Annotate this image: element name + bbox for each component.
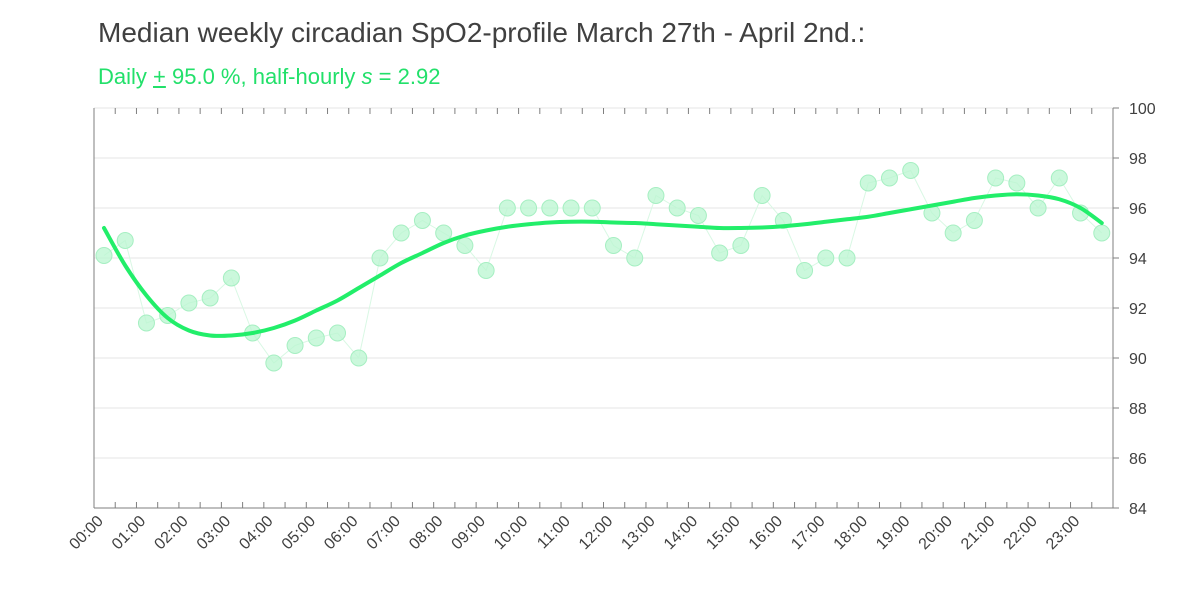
x-tick-label: 09:00 (449, 513, 489, 553)
x-tick-label: 21:00 (958, 513, 998, 553)
scatter-point (562, 199, 580, 217)
scatter-point (838, 249, 856, 267)
x-tick-label: 00:00 (66, 513, 106, 553)
axes (93, 107, 1119, 509)
trend-line (102, 192, 1104, 338)
y-tick-label: 92 (1129, 301, 1147, 318)
scatter-point (647, 187, 665, 204)
x-tick-label: 02:00 (151, 513, 191, 553)
subtitle-suffix: = 2.92 (372, 64, 441, 89)
scatter-point (95, 247, 113, 264)
scatter-point (392, 224, 410, 242)
scatter-point (456, 237, 474, 254)
scatter-point (435, 224, 453, 242)
scatter-point (201, 289, 219, 307)
x-tick-label: 10:00 (491, 513, 531, 553)
x-tick-label: 22:00 (1001, 513, 1041, 553)
x-tick-label: 13:00 (618, 513, 658, 553)
scatter-point (371, 249, 389, 267)
scatter-point (987, 169, 1005, 187)
scatter-point (859, 174, 877, 192)
x-tick-label: 03:00 (194, 513, 234, 553)
scatter-point (329, 324, 347, 342)
scatter-point (605, 237, 622, 254)
y-tick-label: 90 (1129, 351, 1147, 368)
scatter-point (1029, 199, 1047, 217)
x-tick-label: 23:00 (1043, 513, 1083, 553)
scatter-point (265, 354, 283, 372)
scatter-point (1008, 174, 1026, 192)
scatter-series (95, 162, 1111, 372)
y-tick-label: 98 (1129, 151, 1147, 168)
y-tick-label: 100 (1129, 101, 1156, 118)
x-tick-label: 20:00 (916, 513, 956, 553)
y-tick-label: 94 (1129, 251, 1147, 268)
y-tick-label: 88 (1129, 401, 1147, 418)
scatter-point (753, 187, 771, 204)
x-tick-label: 04:00 (236, 513, 276, 553)
trend-series (102, 192, 1104, 338)
x-tick-label: 14:00 (661, 513, 701, 553)
scatter-point (477, 262, 495, 279)
chart-title: Median weekly circadian SpO2-profile Mar… (98, 17, 866, 48)
scatter-point (307, 329, 325, 347)
subtitle-plus-minus: + (153, 64, 166, 89)
scatter-point (413, 212, 431, 229)
subtitle-prefix: Daily (98, 64, 154, 89)
x-tick-label: 01:00 (109, 513, 149, 553)
scatter-point (689, 207, 707, 224)
scatter-point (880, 169, 898, 187)
y-tick-label: 96 (1129, 201, 1147, 218)
subtitle-middle: 95.0 %, half-hourly (165, 64, 362, 89)
scatter-point (817, 249, 835, 267)
scatter-point (944, 224, 962, 242)
scatter-point (1050, 169, 1068, 187)
x-tick-label: 11:00 (534, 513, 574, 553)
scatter-point (286, 337, 304, 354)
scatter-point (732, 237, 750, 254)
x-tick-label: 15:00 (703, 513, 743, 553)
scatter-point (541, 199, 559, 217)
scatter-point (350, 349, 368, 367)
x-tick-label: 18:00 (831, 513, 871, 553)
scatter-point (116, 232, 134, 249)
x-tick-label: 06:00 (321, 513, 361, 553)
scatter-point (137, 314, 155, 332)
scatter-point (626, 249, 644, 267)
scatter-point (520, 199, 538, 217)
x-tick-label: 12:00 (576, 513, 616, 553)
scatter-point (180, 294, 198, 312)
scatter-point (222, 269, 240, 287)
x-tick-label: 08:00 (406, 513, 446, 553)
subtitle-s-symbol: s (361, 64, 373, 89)
scatter-point (711, 244, 729, 262)
y-tick-label: 84 (1129, 501, 1147, 518)
y-tick-label: 86 (1129, 451, 1147, 468)
scatter-point (796, 262, 814, 279)
scatter-point (668, 199, 686, 217)
scatter-point (1093, 224, 1111, 242)
x-tick-label: 16:00 (746, 513, 786, 553)
scatter-point (965, 212, 983, 229)
scatter-point (902, 162, 920, 179)
chart-subtitle: Daily + 95.0 %, half-hourly s = 2.92 (98, 64, 440, 90)
scatter-point (498, 199, 516, 217)
gridlines (94, 107, 1113, 509)
x-tick-label: 17:00 (788, 513, 828, 553)
scatter-point (583, 199, 601, 217)
x-tick-label: 07:00 (364, 513, 404, 553)
x-tick-label: 05:00 (279, 513, 319, 553)
x-tick-label: 19:00 (873, 513, 913, 553)
